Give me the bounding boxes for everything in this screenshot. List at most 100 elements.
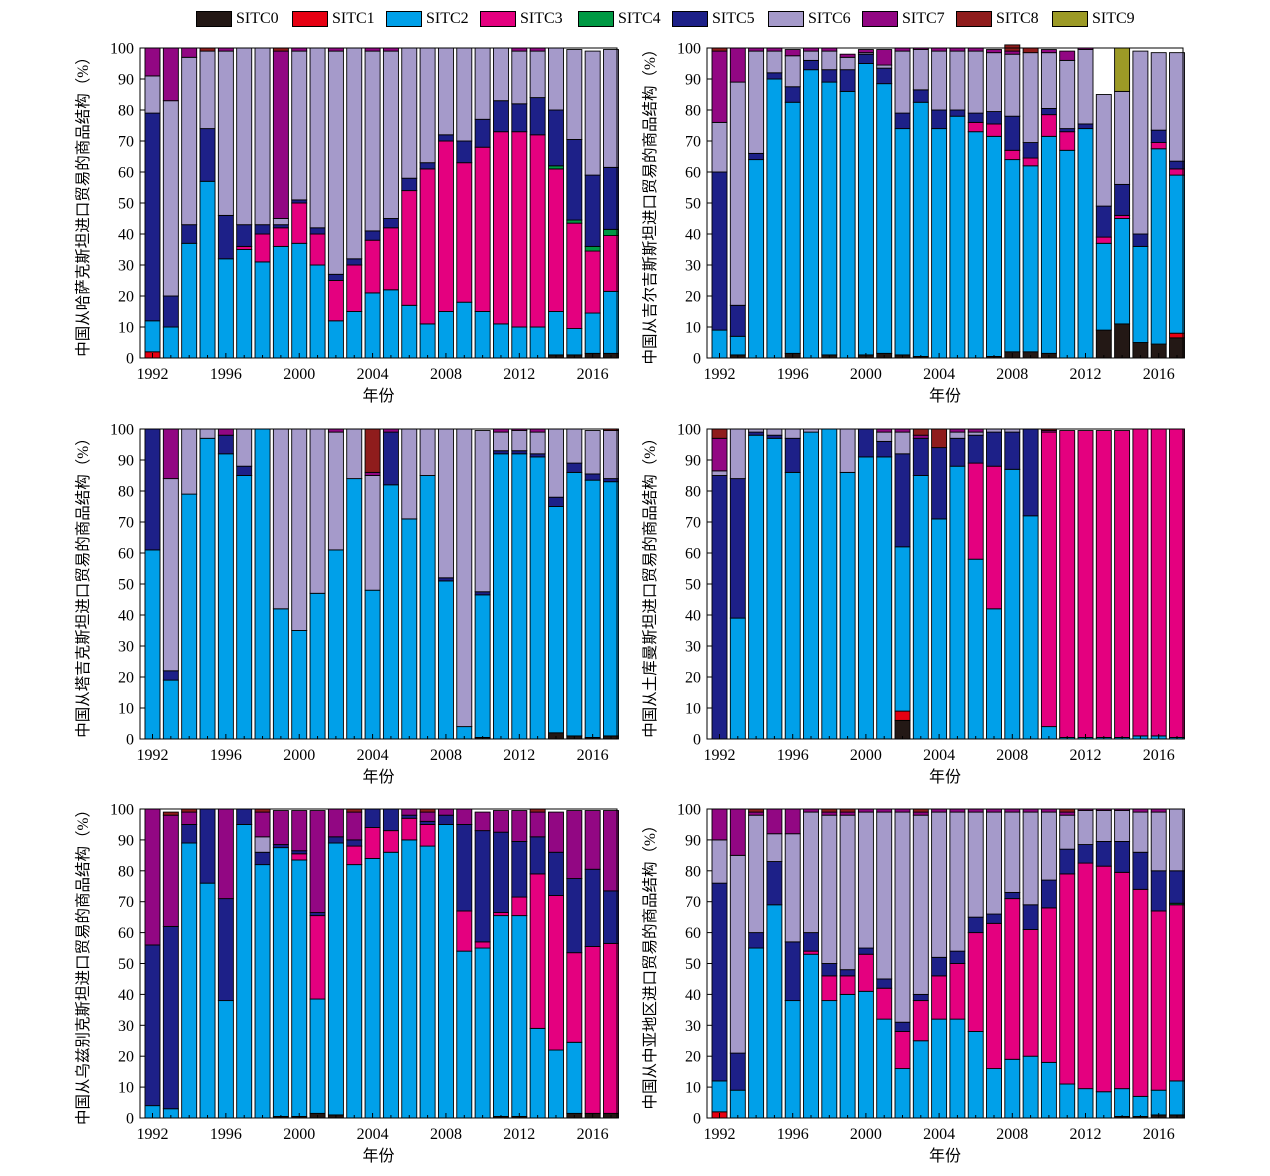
bar-segment-sitc7-2008 [437, 808, 454, 816]
bar-segment-sitc6-2011 [1059, 59, 1076, 130]
x-tick-label: 1996 [777, 747, 809, 764]
bar-segment-sitc2-2006 [401, 839, 418, 1119]
bar-segment-sitc5-2016 [584, 174, 601, 247]
bar-segment-sitc3-2012 [511, 131, 528, 328]
bar-segment-sitc2-1995 [766, 904, 783, 1119]
x-tick-label: 2004 [357, 747, 389, 764]
bar-segment-sitc5-2015 [566, 878, 583, 954]
legend-swatch [196, 11, 232, 27]
y-tick-label: 50 [685, 956, 701, 973]
bar-segment-sitc5-2007 [419, 162, 436, 170]
bar-segment-sitc2-1999 [272, 608, 289, 740]
x-axis-label: 年份 [362, 768, 394, 786]
bar-segment-sitc6-2007 [986, 52, 1002, 113]
bar-segment-sitc6-2003 [912, 814, 929, 995]
bar-segment-sitc3-2000 [291, 853, 308, 861]
bar-segment-sitc7-2000 [857, 49, 874, 54]
x-tick-label: 2008 [996, 747, 1028, 764]
bar-segment-sitc2-2014 [548, 1049, 564, 1119]
bar-segment-sitc6-2009 [1022, 52, 1039, 144]
bar-segment-sitc6-2017 [1169, 808, 1185, 872]
bar-segment-sitc6-2012 [1077, 49, 1094, 125]
bar-segment-sitc2-2002 [894, 546, 911, 712]
bar-segment-sitc2-2017 [1169, 174, 1185, 334]
bar-segment-sitc6-2005 [382, 50, 399, 219]
x-tick-label: 2000 [850, 366, 882, 383]
bar-segment-sitc2-2008 [437, 824, 454, 1119]
legend-label: SITC6 [808, 10, 851, 27]
bar-segment-sitc6-2006 [967, 50, 984, 114]
bar-segment-sitc7-2016 [584, 810, 601, 870]
bar-segment-sitc6-2012 [511, 430, 528, 452]
bar-segment-sitc2-2003 [912, 1040, 929, 1119]
bar-segment-sitc7-2013 [529, 811, 546, 838]
bar-segment-sitc5-2008 [437, 134, 454, 142]
bar-segment-sitc3-2008 [437, 140, 454, 312]
bar-segment-sitc2-1994 [748, 947, 765, 1119]
y-tick-label: 90 [685, 453, 701, 470]
bar-segment-sitc7-2006 [401, 808, 418, 816]
bar-segment-sitc8-2004 [931, 428, 948, 449]
bar-segment-sitc3-2010 [474, 941, 491, 949]
bar-segment-sitc2-2015 [1132, 245, 1149, 343]
bar-segment-sitc2-2010 [474, 594, 491, 738]
bar-segment-sitc2-1994 [181, 242, 198, 359]
bar-segment-sitc2-2000 [291, 630, 308, 740]
bar-segment-sitc6-2006 [967, 811, 984, 918]
bar-segment-sitc2-2005 [382, 484, 399, 740]
bar-segment-sitc6-2013 [529, 50, 546, 99]
bar-segment-sitc5-2009 [456, 140, 473, 164]
y-tick-label: 30 [685, 639, 701, 656]
bar-segment-sitc3-2003 [346, 264, 363, 312]
bar-segment-sitc6-1997 [803, 811, 819, 934]
y-tick-label: 10 [118, 1080, 134, 1097]
bar-segment-sitc5-1999 [839, 969, 856, 977]
y-tick-label: 100 [677, 41, 701, 58]
y-tick-label: 90 [118, 72, 134, 89]
bar-segment-sitc7-1994 [748, 811, 765, 816]
bar-segment-sitc7-2017 [603, 810, 619, 892]
bar-segment-sitc7-1998 [821, 811, 838, 816]
x-tick-label: 2012 [1070, 1126, 1102, 1143]
bar-segment-sitc2-1993 [729, 1089, 746, 1119]
bar-segment-sitc6-2004 [364, 50, 381, 232]
bar-segment-sitc3-2006 [967, 932, 984, 1032]
bar-segment-sitc6-2014 [548, 428, 564, 498]
bar-segment-sitc5-2003 [912, 89, 929, 103]
bar-segment-sitc6-2016 [584, 50, 601, 176]
bar-segment-sitc6-2010 [474, 430, 491, 593]
bar-segment-sitc5-2014 [548, 109, 564, 167]
bar-segment-sitc2-1998 [821, 1000, 838, 1119]
bar-segment-sitc6-1996 [784, 428, 801, 439]
x-tick-label: 2004 [923, 747, 955, 764]
bar-segment-sitc6-2011 [492, 431, 509, 452]
bar-segment-sitc3-2006 [401, 190, 418, 306]
bar-segment-sitc7-2011 [1059, 811, 1076, 816]
bar-segment-sitc7-2011 [492, 810, 509, 833]
bar-segment-sitc5-2008 [1004, 431, 1021, 470]
y-tick-label: 50 [118, 196, 134, 213]
x-tick-label: 2012 [503, 747, 535, 764]
bar-segment-sitc5-2007 [419, 820, 436, 825]
chart-panel-5: 0 10 20 30 40 50 60 70 80 90 100 1992 1996 2000 2004 20… [74, 802, 619, 1165]
bar-segment-sitc3-2014 [1114, 214, 1131, 219]
bar-segment-sitc6-2014 [1114, 90, 1131, 185]
bar-segment-sitc3-2013 [1095, 865, 1112, 1093]
bar-segment-sitc6-2005 [949, 811, 966, 952]
bar-segment-sitc5-2006 [967, 916, 984, 934]
x-tick-label: 2004 [923, 366, 955, 383]
bar-segment-sitc5-2011 [492, 100, 509, 133]
bar-segment-sitc5-1994 [748, 431, 765, 436]
bar-segment-sitc2-2011 [492, 453, 509, 740]
bar-segment-sitc6-2003 [346, 428, 363, 480]
bar-segment-sitc2-2011 [492, 915, 509, 1117]
bar-segment-sitc2-2008 [437, 580, 454, 740]
bar-segment-sitc2-2011 [1059, 1083, 1076, 1119]
y-tick-label: 0 [126, 351, 134, 368]
bar-segment-sitc2-2014 [548, 506, 564, 734]
bar-segment-sitc7-2010 [1040, 49, 1057, 54]
bar-segment-sitc6-1995 [199, 50, 216, 130]
bar-segment-sitc6-2002 [327, 431, 344, 551]
bar-segment-sitc5-2002 [327, 836, 344, 844]
bar-segment-sitc2-2009 [456, 301, 473, 359]
